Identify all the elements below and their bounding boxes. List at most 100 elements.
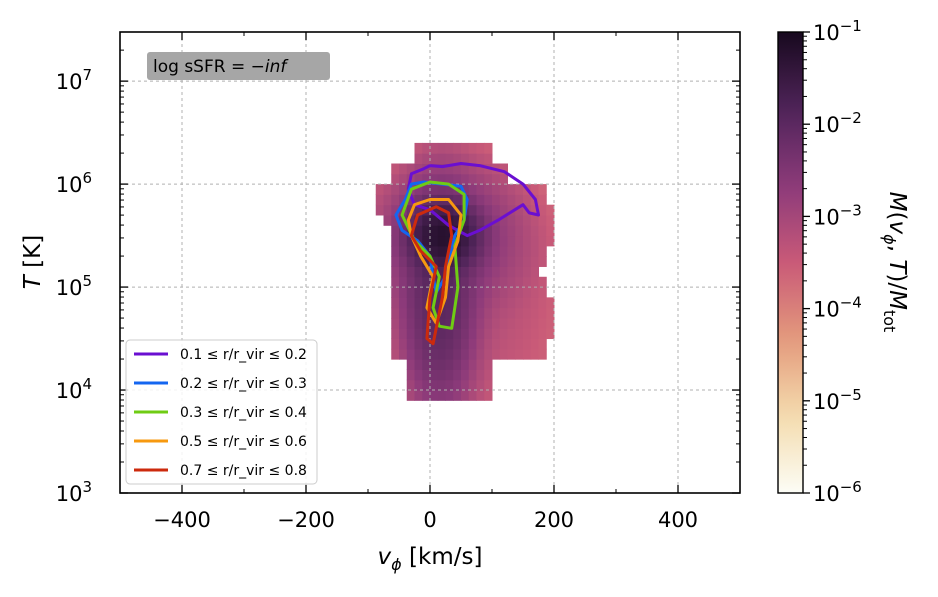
heatmap-cell xyxy=(546,225,555,237)
heatmap-cell xyxy=(507,235,516,247)
heatmap-cell xyxy=(422,266,431,278)
heatmap-cell xyxy=(523,287,532,298)
heatmap-cell xyxy=(476,214,485,226)
heatmap-cell xyxy=(515,317,524,329)
heatmap-cell xyxy=(484,225,493,237)
ssfr-annotation-box xyxy=(147,52,330,80)
heatmap-cell xyxy=(499,307,508,319)
heatmap-cell xyxy=(445,287,454,298)
heatmap-cell xyxy=(538,214,547,226)
heatmap-cell xyxy=(414,266,423,278)
heatmap-cell xyxy=(499,266,508,278)
heatmap-cell xyxy=(399,266,408,278)
heatmap-cell xyxy=(399,297,408,309)
heatmap-cell xyxy=(453,153,462,165)
heatmap-cell xyxy=(499,348,508,360)
heatmap-cell xyxy=(530,276,539,288)
heatmap-cell xyxy=(499,338,508,350)
heatmap-cell xyxy=(391,214,400,226)
heatmap-cell xyxy=(523,245,532,257)
heatmap-cell xyxy=(422,369,431,381)
heatmap-cell xyxy=(422,214,431,226)
heatmap-cell xyxy=(476,307,485,319)
heatmap-cell xyxy=(406,235,415,247)
heatmap-cell xyxy=(406,287,415,298)
heatmap-cell xyxy=(391,266,400,278)
heatmap-cell xyxy=(414,204,423,216)
heatmap-cell xyxy=(437,328,446,340)
legend-label-2: 0.2 ≤ r/r_vir ≤ 0.3 xyxy=(180,376,307,392)
heatmap-cell xyxy=(484,328,493,340)
heatmap-cell xyxy=(437,266,446,278)
heatmap-cell xyxy=(515,307,524,319)
heatmap-cell xyxy=(523,266,532,278)
heatmap-cell xyxy=(538,328,547,340)
heatmap-cell xyxy=(499,287,508,298)
heatmap-cell xyxy=(406,317,415,329)
heatmap-cell xyxy=(406,307,415,319)
heatmap-cell xyxy=(453,348,462,360)
heatmap-cell xyxy=(468,173,477,185)
heatmap-cell xyxy=(492,194,501,206)
heatmap-cell xyxy=(507,317,516,329)
heatmap-cell xyxy=(507,348,516,360)
heatmap-cell xyxy=(468,214,477,226)
heatmap-cell xyxy=(484,256,493,267)
heatmap-cell xyxy=(430,245,439,257)
colorbar-gradient xyxy=(777,31,804,494)
heatmap-cell xyxy=(414,194,423,206)
heatmap-cell xyxy=(437,173,446,185)
heatmap-cell xyxy=(430,317,439,329)
heatmap-cell xyxy=(546,317,555,329)
heatmap-cell xyxy=(476,390,485,401)
heatmap-cell xyxy=(461,348,470,360)
heatmap-cell xyxy=(437,184,446,195)
heatmap-cell xyxy=(422,184,431,195)
heatmap-cell xyxy=(468,194,477,206)
heatmap-cell xyxy=(538,256,547,267)
heatmap-cell xyxy=(468,153,477,165)
heatmap-cell xyxy=(422,225,431,237)
heatmap-cell xyxy=(484,369,493,381)
heatmap-cell xyxy=(399,328,408,340)
heatmap-cell xyxy=(422,256,431,267)
heatmap-cell xyxy=(515,235,524,247)
heatmap-cell xyxy=(484,379,493,391)
heatmap-cell xyxy=(391,348,400,360)
heatmap-cell xyxy=(507,245,516,257)
heatmap-cell xyxy=(461,245,470,257)
heatmap-cell xyxy=(492,184,501,195)
heatmap-cell xyxy=(468,266,477,278)
heatmap-cell xyxy=(406,328,415,340)
heatmap-cell xyxy=(430,369,439,381)
y-axis-label: T [K] xyxy=(20,235,46,289)
y-tick-label: 105 xyxy=(56,272,92,300)
heatmap-cell xyxy=(414,142,423,154)
heatmap-cell xyxy=(453,328,462,340)
heatmap-cell xyxy=(430,390,439,401)
heatmap-cell xyxy=(538,276,547,288)
heatmap-cell xyxy=(530,225,539,237)
heatmap-cell xyxy=(538,184,547,195)
heatmap-cell xyxy=(538,307,547,319)
heatmap-cell xyxy=(445,163,454,175)
heatmap-cell xyxy=(476,338,485,350)
heatmap-cell xyxy=(546,328,555,340)
heatmap-cell xyxy=(523,194,532,206)
heatmap-cell xyxy=(476,328,485,340)
heatmap-cell xyxy=(476,153,485,165)
colorbar: 10−1 10−2 10−3 10−4 10−5 10−6 xyxy=(777,17,862,506)
heatmap-cell xyxy=(546,297,555,309)
heatmap-cell xyxy=(476,256,485,267)
heatmap-cell xyxy=(445,348,454,360)
heatmap-cell xyxy=(484,214,493,226)
heatmap-cell xyxy=(445,328,454,340)
heatmap-cell xyxy=(430,379,439,391)
heatmap-cell xyxy=(507,266,516,278)
heatmap-cell xyxy=(437,369,446,381)
heatmap-cell xyxy=(492,338,501,350)
heatmap-cell xyxy=(523,225,532,237)
colorbar-tick-label: 10−1 xyxy=(813,17,862,45)
heatmap-cell xyxy=(523,348,532,360)
heatmap-cell xyxy=(430,153,439,165)
